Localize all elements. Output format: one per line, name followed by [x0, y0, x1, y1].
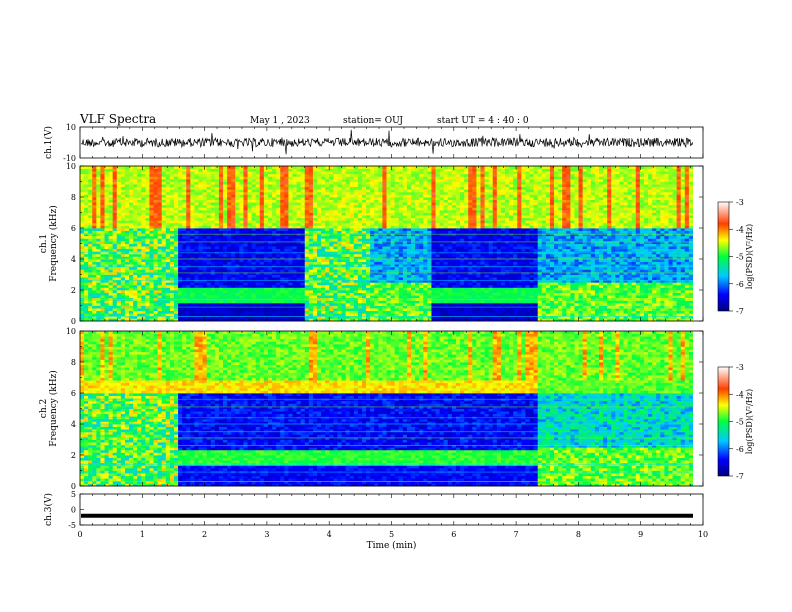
ch1-spectrogram-panel: 0 2 4 6 8 10 ch.1 Frequency (kHz): [39, 162, 703, 326]
spec1-ylabel-frequency: Frequency (kHz): [48, 205, 59, 282]
colorbar-tick-label: -6: [736, 280, 744, 289]
spec2-ytick-label: 8: [71, 358, 76, 367]
colorbar-ch2: [718, 367, 729, 476]
time-tick-label: 6: [451, 530, 456, 539]
ch3-ytick-label: 5: [71, 490, 76, 499]
colorbar-tick-label: -5: [736, 253, 744, 262]
time-tick-label: 0: [77, 530, 82, 539]
time-tick-label: 9: [638, 530, 643, 539]
spec2-ytick-label: 10: [66, 327, 76, 336]
colorbar-ch1: [718, 202, 729, 311]
ch1-waveform-ylabel: ch.1(V): [43, 126, 54, 159]
ch3-waveform-frame: [80, 494, 703, 525]
time-tick-label: 10: [698, 530, 708, 539]
spec1-ytick-label: 10: [66, 162, 76, 171]
colorbar-label: log(PSD)(V²/Hz): [745, 389, 754, 454]
time-tick-label: 8: [576, 530, 581, 539]
time-tick-label: 3: [264, 530, 269, 539]
colorbar-ch1-scale: [718, 202, 729, 311]
colorbar-tick-label: -6: [736, 445, 744, 454]
date-label: May 1 , 2023: [250, 116, 310, 126]
spec1-ytick-label: 0: [71, 317, 76, 326]
time-axis: 0 1 2 3 4 5 6 7 8 9 10 Time (min): [77, 530, 708, 551]
colorbar-tick-label: -3: [736, 198, 744, 207]
colorbar-label: log(PSD)(V²/Hz): [745, 224, 754, 289]
colorbar-tick-label: -4: [736, 390, 744, 399]
time-tick-label: 7: [514, 530, 519, 539]
time-tick-label: 4: [327, 530, 332, 539]
colorbar-tick-label: -7: [736, 472, 744, 481]
colorbar-tick-label: -4: [736, 225, 744, 234]
ch1-ytick-label: 10: [66, 123, 76, 132]
spec1-cells: [80, 166, 693, 321]
ch3-waveform-panel: 5 0 -5 ch.3(V): [43, 490, 703, 530]
time-tick-label: 2: [202, 530, 207, 539]
spec1-ytick-label: 6: [71, 224, 76, 233]
chart-title: VLF Spectra: [79, 112, 156, 126]
ch3-ytick-label: 0: [71, 506, 76, 515]
colorbar-tick-label: -7: [736, 307, 744, 316]
time-axis-label: Time (min): [367, 540, 417, 551]
spec2-ytick-label: 2: [71, 451, 76, 460]
spec2-ytick-label: 4: [71, 420, 76, 429]
ch3-ytick-label: -5: [68, 521, 76, 530]
spec2-ylabel-frequency: Frequency (kHz): [48, 370, 59, 447]
ch1-waveform-trace: [81, 130, 693, 155]
spec1-ytick-label: 2: [71, 286, 76, 295]
ch3-waveform-ylabel: ch.3(V): [43, 493, 54, 526]
colorbar-tick-label: -5: [736, 418, 744, 427]
time-tick-label: 1: [140, 530, 145, 539]
spec2-cells: [80, 331, 693, 486]
spec1-ytick-label: 4: [71, 255, 76, 264]
spec1-ylabel-channel: ch.1: [39, 234, 49, 253]
time-tick-label: 5: [389, 530, 394, 539]
spec2-ytick-label: 6: [71, 389, 76, 398]
spec1-ytick-label: 8: [71, 193, 76, 202]
spec2-ylabel-channel: ch.2: [39, 399, 49, 418]
colorbar-ch2-scale: [718, 367, 729, 476]
station-label: station= OUJ: [343, 116, 403, 126]
start-ut-label: start UT = 4 : 40 : 0: [437, 116, 529, 126]
colorbar-tick-label: -3: [736, 363, 744, 372]
